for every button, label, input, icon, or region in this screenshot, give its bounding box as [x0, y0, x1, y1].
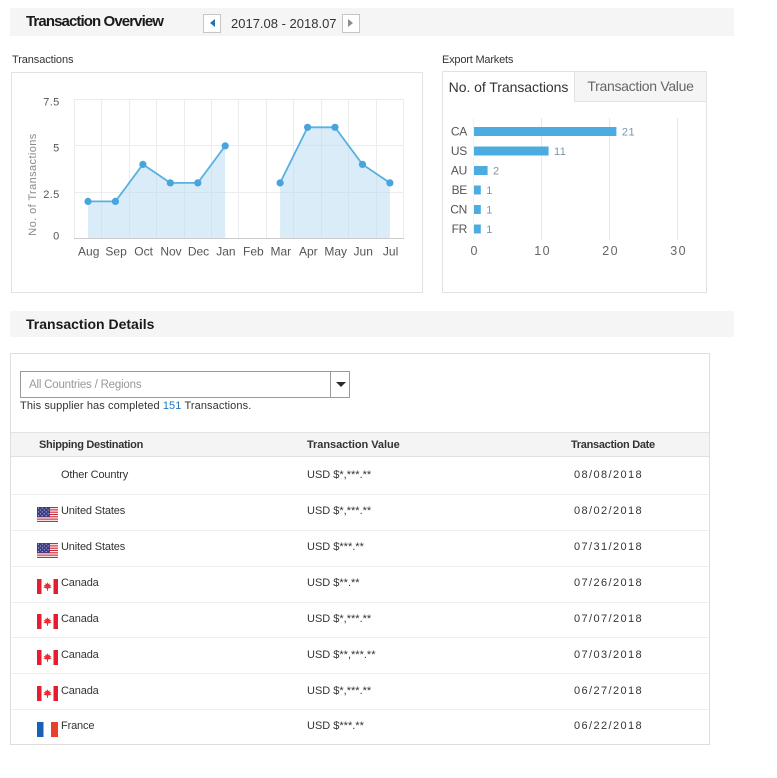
svg-text:Jan: Jan: [216, 245, 235, 259]
svg-text:1: 1: [486, 224, 493, 236]
svg-text:Dec: Dec: [188, 245, 209, 259]
svg-text:1: 1: [486, 205, 493, 217]
svg-text:May: May: [324, 245, 347, 259]
svg-text:No. of Transactions: No. of Transactions: [27, 133, 39, 235]
svg-text:5: 5: [53, 143, 59, 155]
svg-text:Oct: Oct: [134, 245, 153, 259]
svg-text:Mar: Mar: [270, 245, 291, 259]
svg-text:US: US: [451, 144, 467, 158]
svg-text:Aug: Aug: [78, 245, 99, 259]
svg-text:20: 20: [602, 244, 619, 258]
svg-text:2: 2: [493, 166, 500, 178]
svg-text:Feb: Feb: [243, 245, 264, 259]
svg-text:2.5: 2.5: [43, 189, 59, 201]
svg-text:21: 21: [622, 127, 635, 139]
svg-text:1: 1: [486, 185, 493, 197]
svg-text:AU: AU: [451, 164, 467, 178]
svg-text:Sep: Sep: [105, 245, 127, 259]
svg-text:30: 30: [670, 244, 687, 258]
svg-text:10: 10: [534, 244, 551, 258]
svg-text:7.5: 7.5: [43, 96, 59, 108]
svg-text:CA: CA: [451, 125, 467, 139]
svg-text:Jun: Jun: [354, 245, 373, 259]
svg-text:0: 0: [53, 230, 59, 242]
svg-text:CN: CN: [450, 203, 467, 217]
svg-text:0: 0: [470, 244, 478, 258]
svg-text:FR: FR: [452, 222, 468, 236]
svg-text:Apr: Apr: [299, 245, 318, 259]
svg-text:BE: BE: [452, 183, 468, 197]
svg-text:Nov: Nov: [160, 245, 181, 259]
svg-text:11: 11: [554, 146, 566, 158]
svg-text:Jul: Jul: [383, 245, 398, 259]
